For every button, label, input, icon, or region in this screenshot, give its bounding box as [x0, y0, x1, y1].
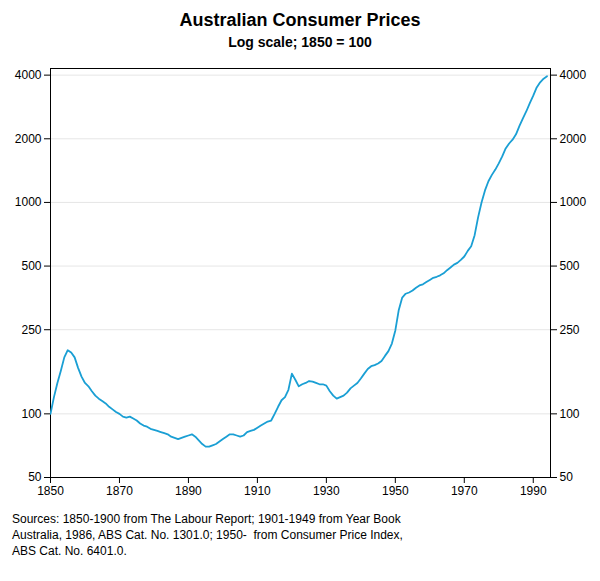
svg-text:1910: 1910: [244, 484, 271, 498]
svg-text:100: 100: [21, 407, 41, 421]
html-text:ABS Cat. No. 6401.0.: ABS Cat. No. 6401.0.: [12, 544, 127, 558]
svg-text:1000: 1000: [15, 195, 42, 209]
svg-text:1930: 1930: [313, 484, 340, 498]
svg-text:4000: 4000: [560, 68, 587, 82]
svg-text:50: 50: [560, 470, 574, 484]
svg-text:2000: 2000: [560, 132, 587, 146]
svg-text:500: 500: [21, 259, 41, 273]
svg-text:1850: 1850: [37, 484, 64, 498]
svg-text:1890: 1890: [175, 484, 202, 498]
svg-text:100: 100: [560, 407, 580, 421]
svg-text:50: 50: [28, 470, 42, 484]
svg-text:1950: 1950: [382, 484, 409, 498]
svg-text:2000: 2000: [15, 132, 42, 146]
svg-text:1990: 1990: [520, 484, 547, 498]
svg-text:250: 250: [560, 323, 580, 337]
html-text:Sources: 1850-1900 from The La: Sources: 1850-1900 from The Labour Repor…: [12, 512, 401, 526]
html-text:Australia, 1986, ABS Cat. No.: Australia, 1986, ABS Cat. No. 1301.0; 19…: [12, 528, 403, 542]
svg-text:500: 500: [560, 259, 580, 273]
html-text:Australian Consumer Prices: Australian Consumer Prices: [179, 10, 421, 30]
html-text:Log scale; 1850 = 100: Log scale; 1850 = 100: [228, 34, 372, 50]
svg-text:1970: 1970: [451, 484, 478, 498]
svg-text:250: 250: [21, 323, 41, 337]
svg-text:4000: 4000: [15, 68, 42, 82]
svg-text:1000: 1000: [560, 195, 587, 209]
svg-text:1870: 1870: [106, 484, 133, 498]
